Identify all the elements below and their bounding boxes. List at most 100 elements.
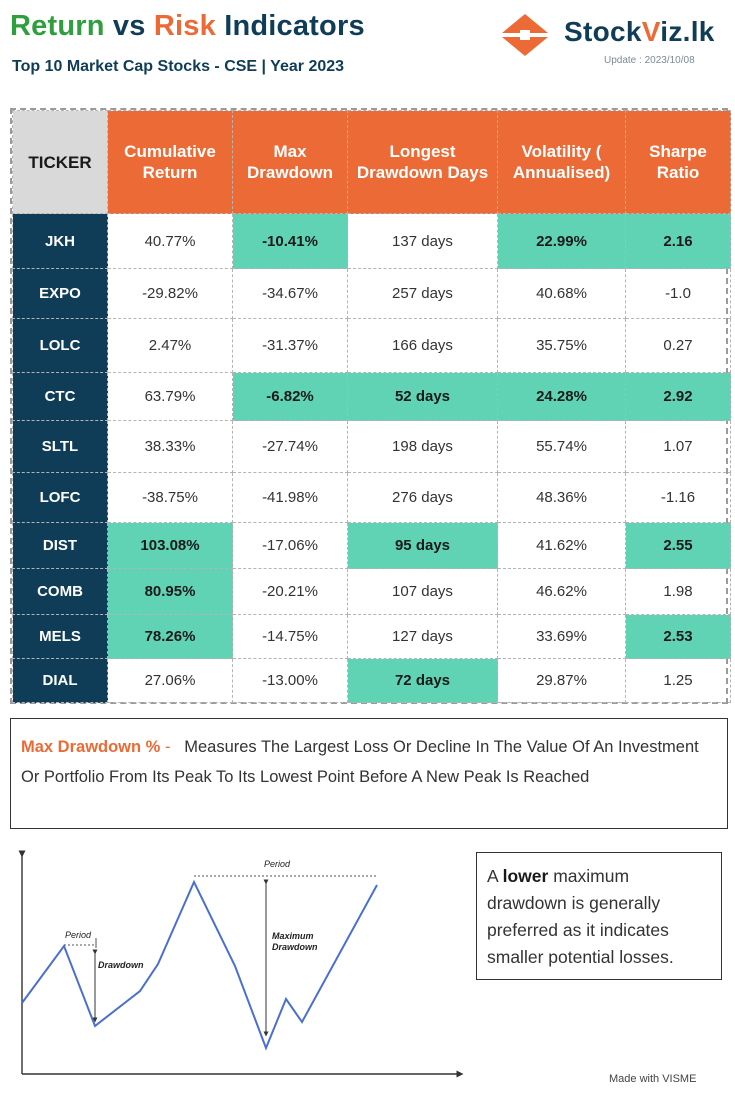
- table-row: SLTL 38.33% -27.74% 198 days 55.74% 1.07: [12, 420, 731, 473]
- page-title: Return vs Risk Indicators: [10, 10, 365, 43]
- metric-cell: -1.0: [625, 268, 731, 319]
- metric-cell: -29.82%: [107, 268, 233, 319]
- definition-box: Max Drawdown % - Measures The Largest Lo…: [10, 718, 728, 829]
- metric-cell: 63.79%: [107, 372, 233, 421]
- metric-cell: 127 days: [347, 614, 498, 659]
- table-row: MELS 78.26% -14.75% 127 days 33.69% 2.53: [12, 614, 731, 659]
- metric-cell: -1.16: [625, 472, 731, 523]
- ticker-cell: MELS: [12, 614, 108, 659]
- metric-cell: -10.41%: [232, 213, 348, 269]
- column-header: TICKER: [12, 110, 108, 214]
- metric-cell: 1.07: [625, 420, 731, 473]
- metric-cell: 35.75%: [497, 318, 626, 373]
- metric-cell: 257 days: [347, 268, 498, 319]
- metric-cell: 78.26%: [107, 614, 233, 659]
- note-prefix: A: [487, 866, 498, 886]
- ticker-cell: DIST: [12, 522, 108, 569]
- table-row: DIST 103.08% -17.06% 95 days 41.62% 2.55: [12, 522, 731, 569]
- metric-cell: 33.69%: [497, 614, 626, 659]
- metric-cell: 2.47%: [107, 318, 233, 373]
- metric-cell: 1.98: [625, 568, 731, 615]
- title-risk: Risk: [153, 10, 216, 42]
- diagram-label-period-1: Period: [65, 930, 92, 940]
- title-indicators: Indicators: [224, 10, 365, 42]
- logo-wordmark: StockViz.lk: [564, 16, 715, 47]
- table-row: JKH 40.77% -10.41% 137 days 22.99% 2.16: [12, 213, 731, 269]
- metric-cell: 2.16: [625, 213, 731, 269]
- diagram-label-drawdown: Drawdown: [98, 960, 144, 970]
- metric-cell: 276 days: [347, 472, 498, 523]
- table-row: DIAL 27.06% -13.00% 72 days 29.87% 1.25: [12, 658, 731, 703]
- price-line: [21, 879, 378, 1051]
- metric-cell: 40.77%: [107, 213, 233, 269]
- ticker-cell: LOFC: [12, 472, 108, 523]
- table-row: CTC 63.79% -6.82% 52 days 24.28% 2.92: [12, 372, 731, 421]
- note-emphasis: lower: [502, 866, 549, 886]
- column-header: Volatility ( Annualised): [497, 110, 626, 214]
- table-row: COMB 80.95% -20.21% 107 days 46.62% 1.98: [12, 568, 731, 615]
- table-header-row: TICKER Cumulative Return Max Drawdown Lo…: [12, 110, 731, 214]
- metric-cell: 29.87%: [497, 658, 626, 703]
- metric-cell: -6.82%: [232, 372, 348, 421]
- diagram-label-max-drawdown-1: Maximum: [272, 931, 314, 941]
- metric-cell: 103.08%: [107, 522, 233, 569]
- column-header: Max Drawdown: [232, 110, 348, 214]
- column-header: Cumulative Return: [107, 110, 233, 214]
- ticker-cell: EXPO: [12, 268, 108, 319]
- metric-cell: 38.33%: [107, 420, 233, 473]
- ticker-cell: JKH: [12, 213, 108, 269]
- metric-cell: 2.53: [625, 614, 731, 659]
- metric-cell: -13.00%: [232, 658, 348, 703]
- ticker-cell: CTC: [12, 372, 108, 421]
- metric-cell: 166 days: [347, 318, 498, 373]
- metric-cell: 137 days: [347, 213, 498, 269]
- table-row: EXPO -29.82% -34.67% 257 days 40.68% -1.0: [12, 268, 731, 319]
- metric-cell: 1.25: [625, 658, 731, 703]
- ticker-cell: LOLC: [12, 318, 108, 373]
- table-row: LOFC -38.75% -41.98% 276 days 48.36% -1.16: [12, 472, 731, 523]
- metric-cell: 2.55: [625, 522, 731, 569]
- metric-cell: 107 days: [347, 568, 498, 615]
- update-date: Update : 2023/10/08: [604, 55, 695, 66]
- metric-cell: -38.75%: [107, 472, 233, 523]
- diagram-label-period-2: Period: [264, 859, 291, 869]
- metric-cell: 2.92: [625, 372, 731, 421]
- title-vs: vs: [112, 10, 146, 42]
- definition-term: Max Drawdown %: [21, 738, 161, 756]
- column-header: Sharpe Ratio: [625, 110, 731, 214]
- definition-separator: -: [160, 738, 171, 756]
- stockviz-logo: StockViz.lk Update : 2023/10/08: [500, 12, 732, 72]
- metric-cell: 46.62%: [497, 568, 626, 615]
- ticker-cell: SLTL: [12, 420, 108, 473]
- metric-cell: 55.74%: [497, 420, 626, 473]
- metric-cell: -20.21%: [232, 568, 348, 615]
- metric-cell: -41.98%: [232, 472, 348, 523]
- definition-text: Measures The Largest Loss Or Decline In …: [21, 738, 699, 786]
- table-row: LOLC 2.47% -31.37% 166 days 35.75% 0.27: [12, 318, 731, 373]
- metric-cell: 40.68%: [497, 268, 626, 319]
- column-header: Longest Drawdown Days: [347, 110, 498, 214]
- metric-cell: -14.75%: [232, 614, 348, 659]
- metric-cell: 27.06%: [107, 658, 233, 703]
- diagram-label-max-drawdown-2: Drawdown: [272, 942, 318, 952]
- metric-cell: 0.27: [625, 318, 731, 373]
- drawdown-diagram: Period Drawdown Period Maximum Drawdown: [10, 848, 465, 1080]
- metric-cell: 41.62%: [497, 522, 626, 569]
- ticker-cell: DIAL: [12, 658, 108, 703]
- note-box: A lower maximum drawdown is generally pr…: [476, 852, 722, 980]
- metric-cell: -27.74%: [232, 420, 348, 473]
- metric-cell: -31.37%: [232, 318, 348, 373]
- metric-cell: 72 days: [347, 658, 498, 703]
- made-with-credit: Made with VISME: [609, 1073, 697, 1085]
- metric-cell: -17.06%: [232, 522, 348, 569]
- metric-cell: 95 days: [347, 522, 498, 569]
- stockviz-arrows-icon: [502, 14, 548, 56]
- metric-cell: -34.67%: [232, 268, 348, 319]
- metric-cell: 48.36%: [497, 472, 626, 523]
- metric-cell: 24.28%: [497, 372, 626, 421]
- ticker-cell: COMB: [12, 568, 108, 615]
- note-text: maximum drawdown is generally preferred …: [487, 866, 674, 967]
- metric-cell: 80.95%: [107, 568, 233, 615]
- metrics-table: TICKER Cumulative Return Max Drawdown Lo…: [10, 108, 731, 704]
- page-subtitle: Top 10 Market Cap Stocks - CSE | Year 20…: [12, 58, 345, 75]
